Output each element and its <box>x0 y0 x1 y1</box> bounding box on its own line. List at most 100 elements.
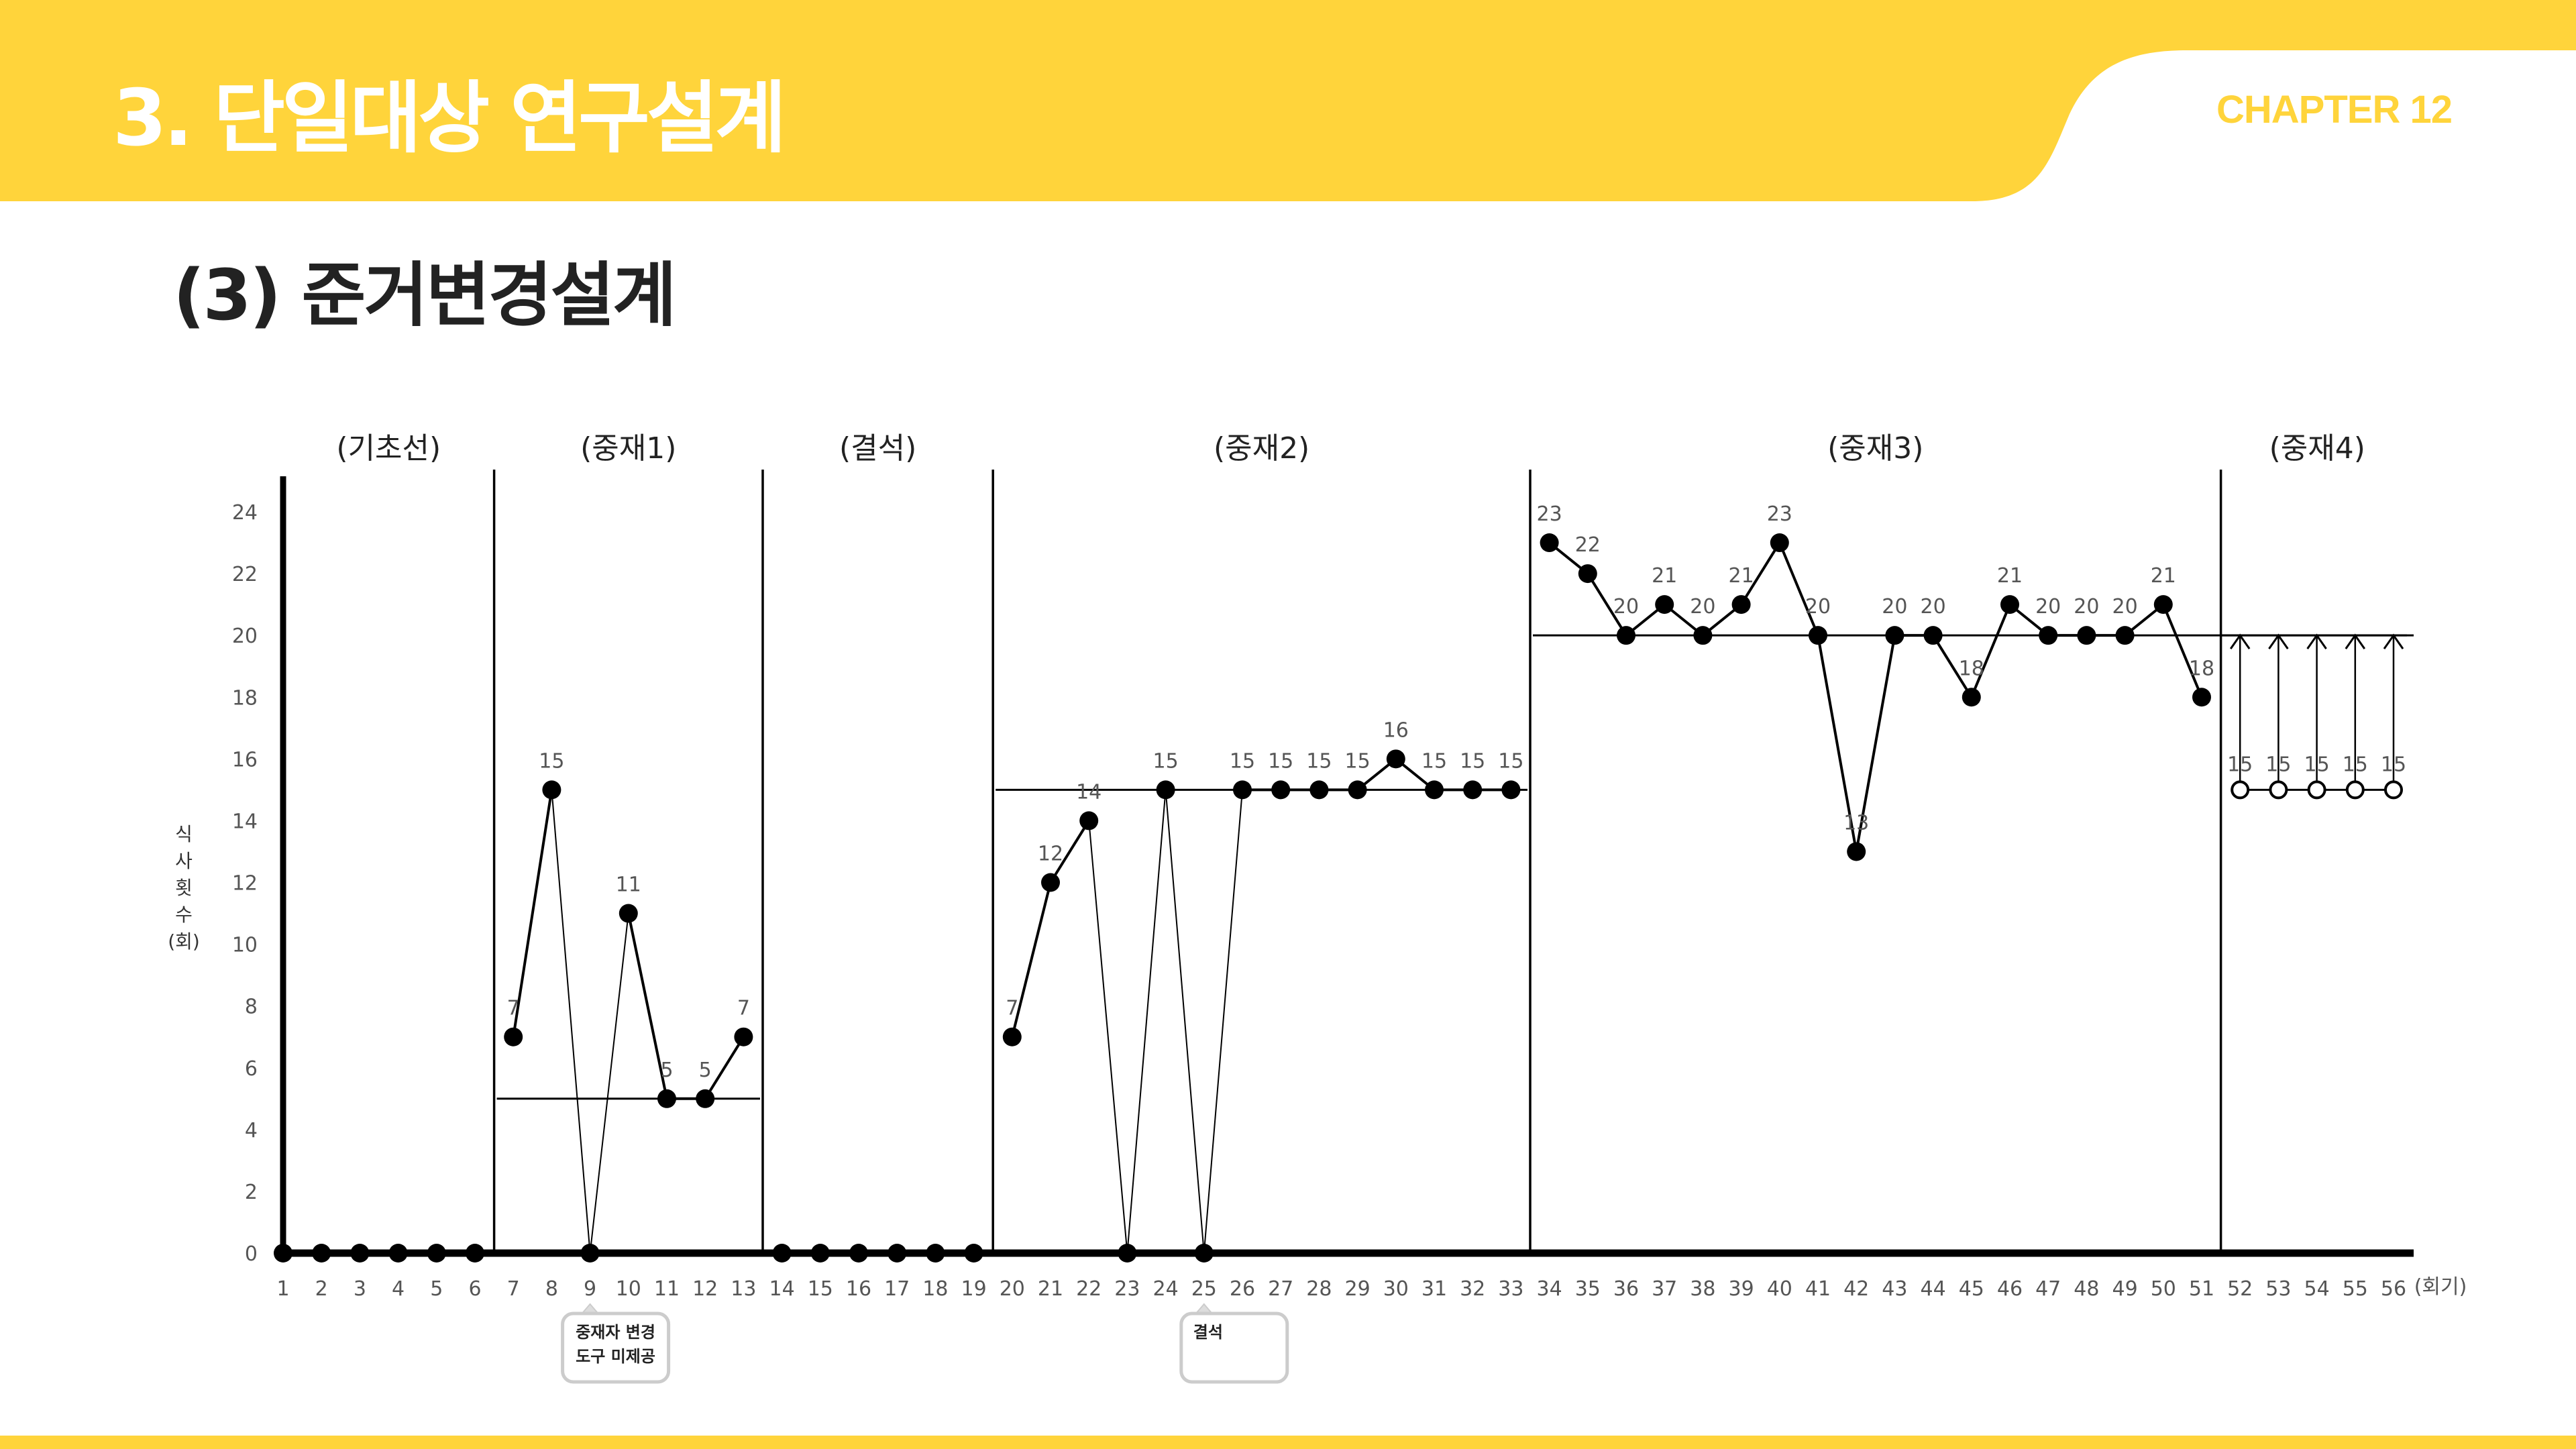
footer-bar <box>0 1436 2576 1449</box>
x-tick-label: 11 <box>654 1277 680 1301</box>
data-label: 13 <box>1843 811 1869 835</box>
x-tick-label: 54 <box>2304 1277 2330 1301</box>
data-label: 15 <box>1498 749 1523 773</box>
callout-pointer <box>1195 1303 1213 1314</box>
data-point <box>504 1027 523 1046</box>
x-tick-label: 38 <box>1690 1277 1715 1301</box>
series-segment <box>589 913 629 1254</box>
data-point <box>1348 780 1367 800</box>
y-tick-label: 10 <box>232 934 258 957</box>
series-segment <box>1739 541 1781 606</box>
data-label: 20 <box>1921 595 1946 619</box>
x-tick-label: 23 <box>1114 1277 1140 1301</box>
data-point <box>1540 533 1559 553</box>
phase-label: (중재2) <box>1214 431 1309 466</box>
x-tick-label: 55 <box>2343 1277 2368 1301</box>
x-tick-label: 36 <box>1613 1277 1639 1301</box>
y-axis-title-char: 수 <box>175 904 193 926</box>
data-point <box>1309 780 1329 800</box>
y-axis-title-char: 횟 <box>175 877 193 899</box>
x-tick-label: 50 <box>2151 1277 2176 1301</box>
x-tick-label: 28 <box>1306 1277 1332 1301</box>
data-point <box>1463 780 1483 800</box>
x-tick-label: 46 <box>1997 1277 2023 1301</box>
data-point <box>810 1244 830 1263</box>
data-label: 7 <box>737 997 750 1020</box>
data-point <box>964 1244 983 1263</box>
data-point <box>1002 1027 1022 1046</box>
x-tick-label: 44 <box>1921 1277 1946 1301</box>
x-tick-label: 4 <box>392 1277 405 1301</box>
series-segment <box>1126 790 1167 1254</box>
callout-text: 도구 미제공 <box>576 1347 655 1366</box>
data-point <box>1770 533 1789 553</box>
data-point <box>580 1244 600 1263</box>
series-segment <box>512 790 553 1038</box>
callout-pointer <box>581 1303 599 1314</box>
data-point <box>466 1244 484 1263</box>
data-point <box>1578 564 1597 584</box>
data-label: 20 <box>2074 595 2099 619</box>
data-label: 14 <box>1076 780 1102 804</box>
series-segment <box>1587 573 1627 637</box>
data-point <box>1693 626 1713 645</box>
data-point <box>772 1244 792 1263</box>
x-tick-label: 6 <box>468 1277 481 1301</box>
x-tick-label: 51 <box>2189 1277 2214 1301</box>
x-tick-label: 49 <box>2112 1277 2138 1301</box>
data-point <box>1847 842 1866 861</box>
data-label: 21 <box>2151 564 2176 588</box>
data-label: 15 <box>1230 749 1255 773</box>
data-point <box>350 1244 370 1263</box>
x-tick-label: 34 <box>1537 1277 1562 1301</box>
y-tick-label: 2 <box>245 1181 258 1204</box>
callout-box <box>1179 1311 1289 1384</box>
series-segment <box>2161 604 2203 698</box>
data-label: 15 <box>2343 753 2368 776</box>
data-point <box>2192 688 2211 707</box>
x-tick-label: 8 <box>545 1277 558 1301</box>
data-point <box>1156 780 1175 800</box>
data-label: 22 <box>1575 533 1601 557</box>
x-axis-title: (회기) <box>2414 1275 2467 1299</box>
x-tick-label: 2 <box>315 1277 328 1301</box>
series-segment <box>1817 635 1858 852</box>
data-point <box>1962 688 1981 707</box>
x-tick-label: 40 <box>1767 1277 1792 1301</box>
data-point <box>1809 626 1827 645</box>
data-label: 15 <box>1345 749 1371 773</box>
data-label: 21 <box>1652 564 1677 588</box>
data-point <box>926 1244 945 1263</box>
series-segment <box>1203 790 1243 1254</box>
x-tick-label: 32 <box>1460 1277 1485 1301</box>
data-point <box>427 1244 446 1263</box>
chapter-label: CHAPTER 12 <box>2216 88 2453 131</box>
data-point <box>1079 811 1099 830</box>
data-label: 18 <box>1959 657 1984 680</box>
data-label: 15 <box>2265 753 2291 776</box>
series-segment <box>1049 820 1090 883</box>
data-point <box>734 1027 753 1046</box>
data-label: 20 <box>2112 595 2138 619</box>
data-point <box>1386 749 1405 769</box>
data-point <box>312 1244 331 1263</box>
data-point <box>888 1244 907 1263</box>
open-data-point <box>2307 780 2326 800</box>
x-tick-label: 17 <box>884 1277 910 1301</box>
series-segment <box>1778 542 1819 636</box>
data-label: 21 <box>1997 564 2023 588</box>
data-point <box>1118 1244 1137 1263</box>
data-point <box>696 1089 715 1108</box>
open-data-point <box>2345 780 2365 800</box>
data-point <box>274 1244 292 1263</box>
data-label: 23 <box>1537 502 1562 526</box>
series-segment <box>704 1036 745 1099</box>
phase-label: (기초선) <box>336 431 441 466</box>
data-label: 15 <box>2381 753 2406 776</box>
x-tick-label: 15 <box>808 1277 833 1301</box>
phase-label: (결석) <box>839 431 916 466</box>
phase-label: (중재3) <box>1827 431 1923 466</box>
goal-arrow-head <box>2306 633 2327 650</box>
data-point <box>2000 595 2019 614</box>
x-tick-label: 24 <box>1153 1277 1179 1301</box>
